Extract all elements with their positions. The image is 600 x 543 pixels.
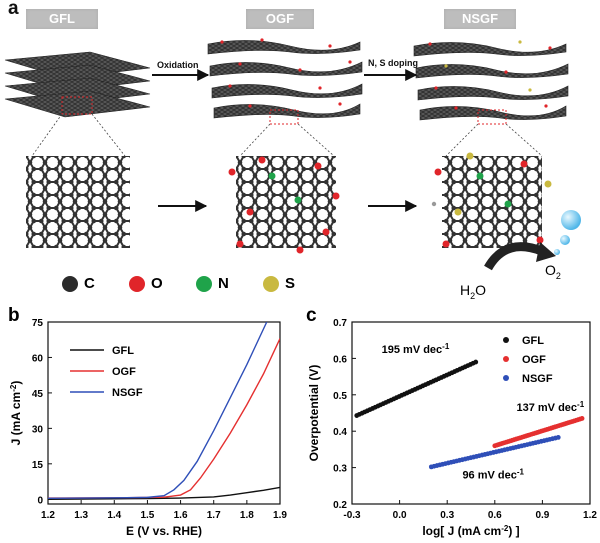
legend-marker-nsgf [503,375,509,381]
tafel-point-nsgf [555,434,561,440]
y-tick-label-c: 0.5 [333,391,347,402]
legend-label-ogf: OGF [522,354,546,366]
panel-c-letter: c [306,305,317,326]
legend-atom-n [196,276,212,292]
y-tick-label-c: 0.2 [333,500,347,511]
x-axis-label-b: E (V vs. RHE) [126,524,202,538]
gfl-stack [4,51,151,118]
legend-marker-gfl [503,337,509,343]
x-tick-label-b: 1.2 [41,510,55,521]
y-tick-label-c: 0.3 [333,464,347,475]
series-line-nsgf [48,322,268,500]
x-tick-label-b: 1.6 [174,510,188,521]
legend-label-c: C [84,275,95,292]
x-tick-label-b: 1.3 [74,510,88,521]
x-tick-label-b: 1.9 [273,510,287,521]
x-tick-label-c: 0.6 [488,510,502,521]
x-tick-label-b: 1.8 [240,510,254,521]
y-tick-label-b: 0 [37,495,43,506]
legend-label-ogf: OGF [112,366,136,378]
x-tick-label-b: 1.5 [140,510,154,521]
y-axis-label-b: J (mA cm-2) [9,381,24,446]
y-tick-label-b: 45 [32,389,44,400]
plot-frame-c [351,321,591,505]
product-label: O2 [545,262,561,281]
chart-b: b 1.2 1.3 1.4 1.5 1.6 1.7 1.8 1.9 0 15 30 45 60 75 E (V… [8,305,287,538]
chart-c: c -0.3 0.0 0.3 0.6 0.9 1.2 0.2 0.3 0.4 0.5 0.6 0.7 lo… [306,305,597,539]
plot-frame-b [47,321,281,505]
schematic-illustration [4,38,581,292]
stage-label-gfl: GFL [26,9,98,29]
legend-label-nsgf: NSGF [112,387,143,399]
legend-label-s: S [285,275,296,292]
y-tick-label-c: 0.6 [333,354,347,365]
legend-atom-s [263,276,279,292]
y-tick-label-c: 0.4 [333,427,347,438]
x-tick-label-c: 0.9 [535,510,549,521]
oxidation-label: Oxidation [157,60,199,70]
y-axis-label-c: Overpotential (V) [307,365,321,462]
doping-label: N, S doping [368,58,418,68]
legend-label-gfl: GFL [112,345,134,357]
reaction-arrow [484,242,546,271]
x-tick-label-c: 1.2 [583,510,597,521]
x-tick-label-c: 0.0 [393,510,407,521]
legend-atom-c [62,276,78,292]
legend-label-o: O [151,275,163,292]
reactant-label: H2O [460,282,487,301]
y-tick-label-b: 15 [32,460,44,471]
tafel-point-gfl [473,359,479,365]
x-tick-label-c: -0.3 [343,510,361,521]
panel-b-letter: b [8,305,20,326]
bubble-medium [560,235,570,245]
x-tick-label-c: 0.3 [440,510,454,521]
slope-annotation-nsgf: 96 mV dec-1 [462,467,524,482]
x-axis-label-c: log[ J (mA cm-2) ] [422,524,519,539]
panel-a-letter: a [8,0,19,19]
x-tick-label-b: 1.4 [107,510,121,521]
nsgf-stack [413,40,569,121]
legend-label-gfl: GFL [522,335,544,347]
ogf-stack [207,38,363,119]
stage-label-nsgf: NSGF [444,9,516,29]
y-tick-label-b: 30 [32,424,44,435]
series-line-ogf [48,338,280,499]
stage-label-ogf: OGF [246,9,314,29]
legend-atom-o [129,276,145,292]
x-tick-label-b: 1.7 [207,510,221,521]
bubble-large [561,210,581,230]
slope-annotation-ogf: 137 mV dec-1 [516,400,584,415]
legend-label-n: N [218,275,229,292]
ogf-atoms [228,156,340,254]
y-tick-label-b: 75 [32,318,44,329]
legend-label-nsgf: NSGF [522,373,553,385]
tafel-point-ogf [579,416,585,421]
legend-marker-ogf [503,356,509,362]
series-line-gfl [48,486,280,500]
bubble-small [554,249,560,255]
slope-annotation-gfl: 195 mV dec-1 [382,341,450,356]
y-tick-label-b: 60 [32,353,44,364]
y-tick-label-c: 0.7 [333,318,347,329]
